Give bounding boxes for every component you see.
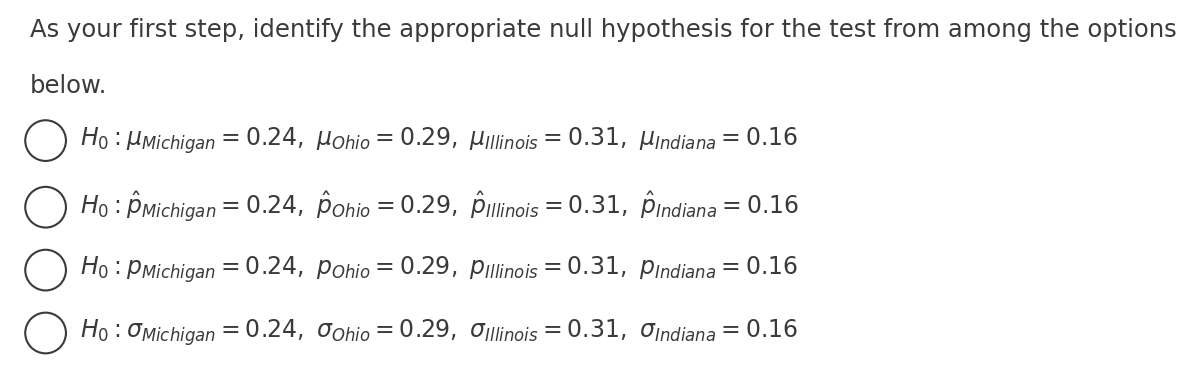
Text: $H_0 : \sigma_{Michigan} = 0.24,\ \sigma_{Ohio} = 0.29,\ \sigma_{Illinois} = 0.3: $H_0 : \sigma_{Michigan} = 0.24,\ \sigma… bbox=[80, 318, 798, 348]
Text: $H_0 : p_{Michigan} = 0.24,\ p_{Ohio} = 0.29,\ p_{Illinois} = 0.31,\ p_{Indiana}: $H_0 : p_{Michigan} = 0.24,\ p_{Ohio} = … bbox=[80, 255, 799, 285]
Text: As your first step, identify the appropriate null hypothesis for the test from a: As your first step, identify the appropr… bbox=[30, 18, 1177, 43]
Text: $H_0 : \mu_{Michigan} = 0.24,\ \mu_{Ohio} = 0.29,\ \mu_{Illinois} = 0.31,\ \mu_{: $H_0 : \mu_{Michigan} = 0.24,\ \mu_{Ohio… bbox=[80, 125, 799, 156]
Text: below.: below. bbox=[30, 74, 107, 98]
Text: $H_0 : \hat{p}_{Michigan} = 0.24,\ \hat{p}_{Ohio} = 0.29,\ \hat{p}_{Illinois} = : $H_0 : \hat{p}_{Michigan} = 0.24,\ \hat{… bbox=[80, 189, 799, 225]
